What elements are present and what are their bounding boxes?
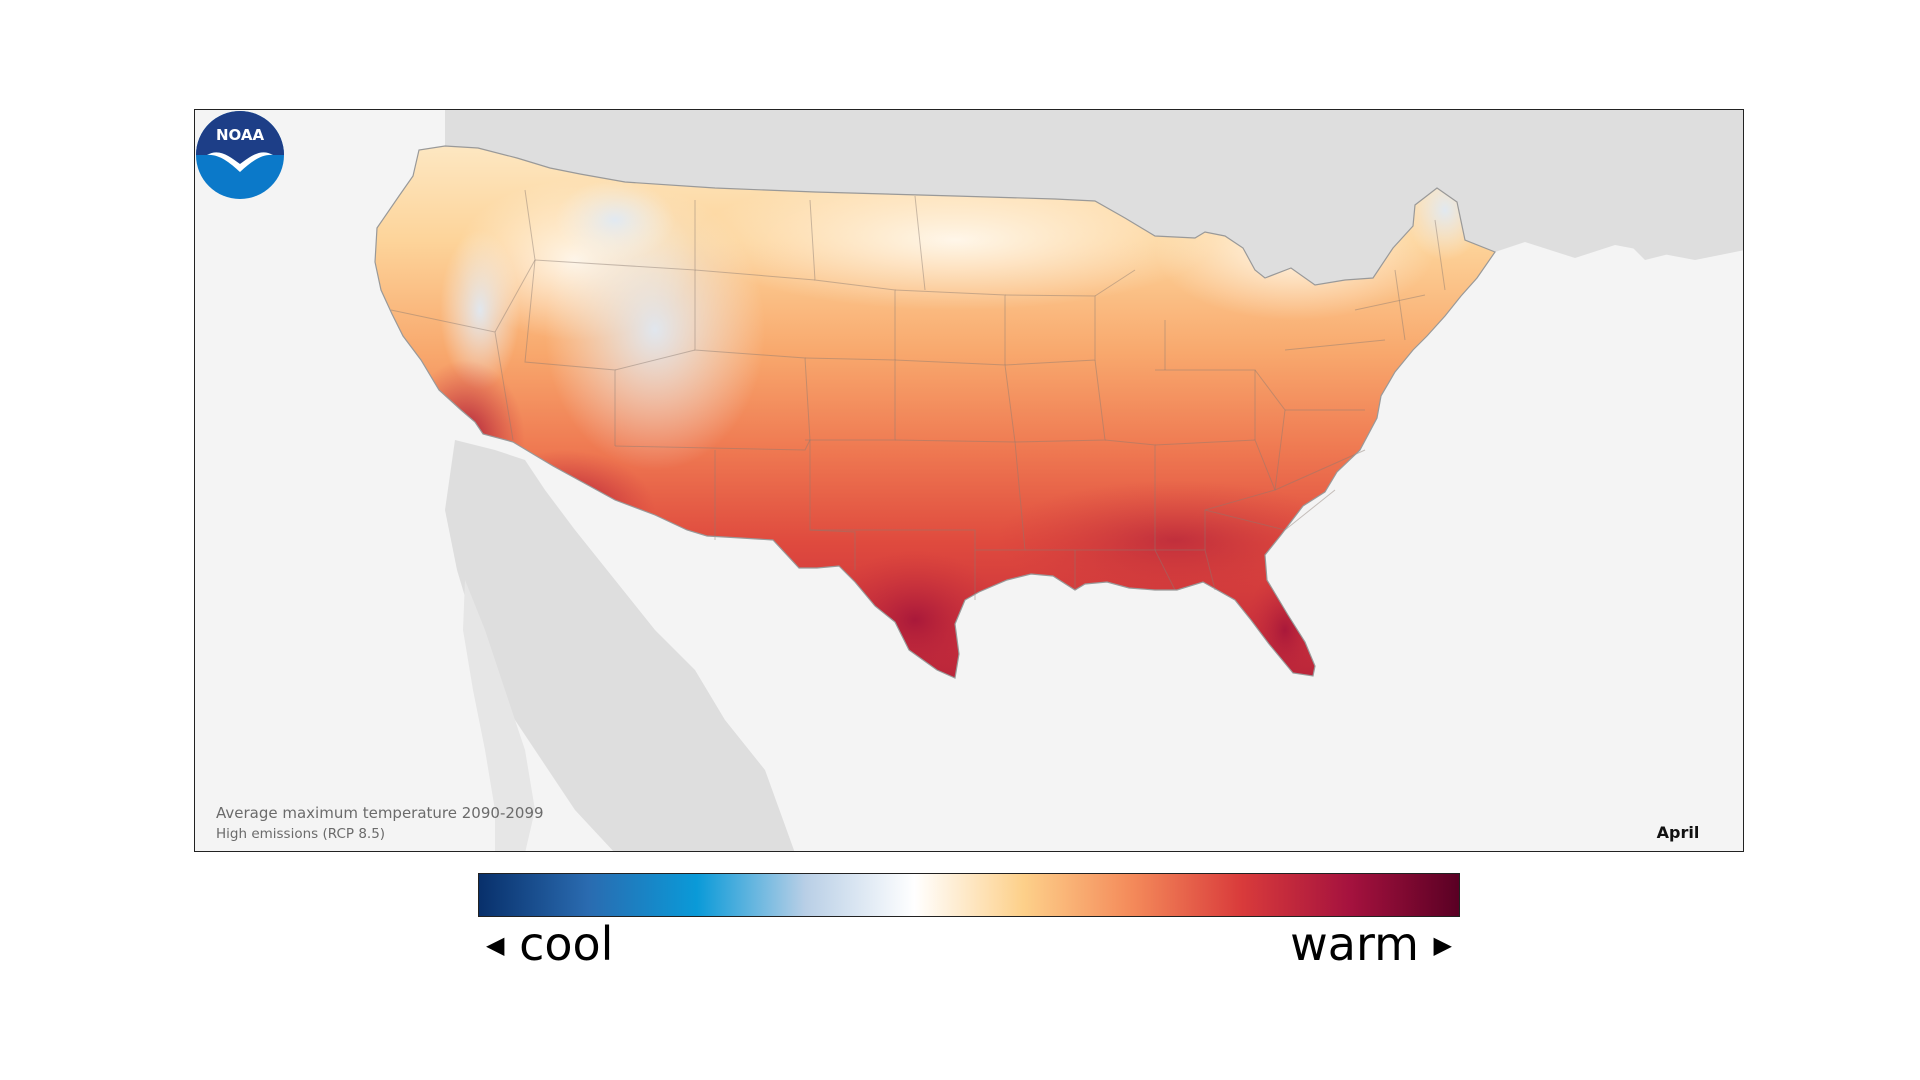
legend-warm: warm ▶ (1290, 912, 1452, 980)
map-caption-title: Average maximum temperature 2090-2099 (216, 804, 544, 822)
legend-cool: ◀ cool (486, 912, 613, 980)
color-scale-bar (478, 873, 1460, 917)
right-triangle-icon: ▶ (1433, 930, 1452, 959)
month-label: April (1656, 823, 1700, 842)
surrounding-land (445, 110, 1743, 851)
noaa-logo-icon: NOAA (196, 111, 284, 199)
state-boundaries (390, 189, 1446, 600)
left-triangle-icon: ◀ (486, 930, 505, 959)
legend-warm-label: warm (1290, 917, 1419, 971)
map-caption-subtitle: High emissions (RCP 8.5) (216, 826, 386, 842)
legend-cool-label: cool (519, 917, 614, 971)
map-panel: Average maximum temperature 2090-2099 Hi… (194, 109, 1744, 852)
temperature-map (374, 110, 1743, 851)
noaa-logo-text: NOAA (216, 126, 265, 144)
